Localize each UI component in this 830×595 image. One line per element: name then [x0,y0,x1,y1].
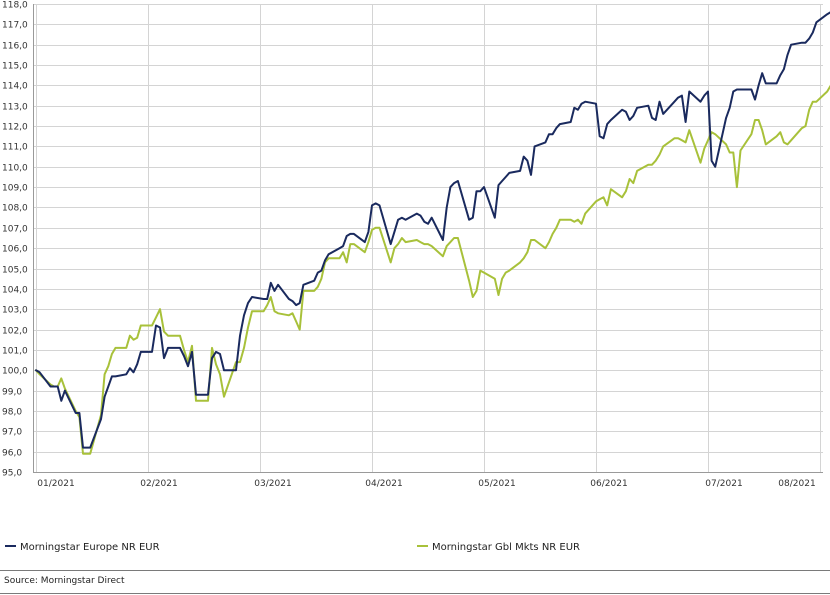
grid-lines [33,4,823,473]
axes [33,4,823,473]
y-tick-label: 116,0 [2,42,28,52]
legend-label-europe: Morningstar Europe NR EUR [20,542,160,553]
y-tick-label: 114,0 [2,82,28,92]
y-tick-label: 113,0 [2,103,28,113]
y-tick-label: 103,0 [2,306,28,316]
series-line-europe [35,11,830,449]
y-tick-label: 108,0 [2,204,28,214]
y-tick-label: 97,0 [2,428,22,438]
y-tick-label: 102,0 [2,327,28,337]
legend-label-global: Morningstar Gbl Mkts NR EUR [432,542,580,553]
x-tick-label: 07/2021 [705,479,742,489]
y-tick-label: 101,0 [2,347,28,357]
x-tick-label: 05/2021 [478,479,515,489]
y-tick-label: 104,0 [2,286,28,296]
source-note: Source: Morningstar Direct [4,576,125,586]
y-tick-label: 106,0 [2,245,28,255]
y-tick-label: 118,0 [2,1,28,11]
x-tick-label: 01/2021 [37,479,74,489]
y-tick-label: 112,0 [2,123,28,133]
y-tick-label: 111,0 [2,143,28,153]
x-tick-label: 02/2021 [140,479,177,489]
y-tick-label: 107,0 [2,225,28,235]
legend: Morningstar Europe NR EUR Morningstar Gb… [5,542,580,553]
x-tick-label: 08/2021 [778,479,815,489]
x-axis-tick-labels: 01/2021 02/2021 03/2021 04/2021 05/2021 06/20… [37,479,815,489]
y-tick-label: 110,0 [2,164,28,174]
y-tick-label: 105,0 [2,266,28,276]
y-tick-label: 98,0 [2,408,22,418]
x-tick-label: 03/2021 [254,479,291,489]
y-tick-label: 115,0 [2,62,28,72]
x-tick-label: 04/2021 [365,479,402,489]
y-tick-label: 109,0 [2,184,28,194]
y-tick-label: 99,0 [2,388,22,398]
y-tick-label: 117,0 [2,21,28,31]
y-tick-label: 95,0 [2,469,22,479]
series-lines [35,11,830,455]
series-line-global [35,84,830,455]
x-tick-label: 06/2021 [590,479,627,489]
y-axis-tick-labels: 95,0 96,0 97,0 98,0 99,0 100,0 101,0 102,0 103,0… [2,1,28,479]
y-tick-label: 96,0 [2,449,22,459]
y-tick-label: 100,0 [2,367,28,377]
